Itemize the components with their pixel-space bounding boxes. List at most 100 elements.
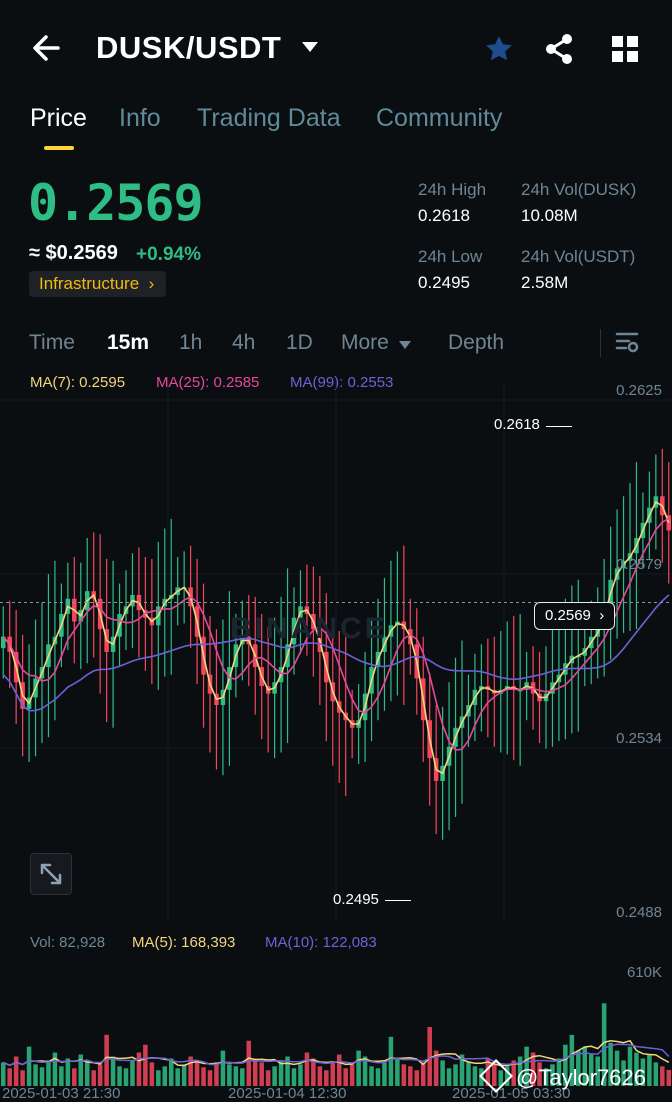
high-marker: 0.2618: [494, 416, 540, 433]
volume-chart[interactable]: [0, 958, 672, 1086]
volume-bar: [627, 1046, 633, 1086]
volume-bar: [576, 1050, 581, 1086]
volume-bar: [104, 1034, 109, 1086]
volume-bar: [485, 1058, 491, 1086]
volume-bar: [375, 1068, 381, 1086]
watermark-text: BINANCE: [230, 612, 388, 645]
volume-bar: [220, 1050, 226, 1086]
volume-bar: [614, 1050, 620, 1086]
vol-label: Vol: 82,928: [30, 934, 106, 951]
volume-bar: [563, 1044, 568, 1086]
fiat-price: ≈ $0.2569: [29, 242, 118, 264]
volume-bar: [188, 1056, 193, 1086]
volume-bar: [388, 1036, 394, 1086]
volume-bar: [601, 1003, 607, 1086]
volume-bar: [660, 1066, 665, 1086]
volume-bar: [291, 1068, 297, 1086]
share-icon[interactable]: [544, 33, 574, 65]
volume-bar: [149, 1062, 155, 1086]
date-label-0: 2025-01-03 21:30: [2, 1085, 121, 1102]
low-value: 0.2495: [418, 273, 470, 292]
chevron-right-icon: ›: [599, 607, 605, 624]
vol-quote-value: 2.58M: [521, 273, 569, 292]
tab-community[interactable]: Community: [376, 104, 503, 132]
volume-bar: [472, 1066, 478, 1086]
volume-bar: [304, 1052, 310, 1086]
sector-tag[interactable]: Infrastructure ›: [29, 271, 167, 297]
timeframe-depth[interactable]: Depth: [448, 331, 505, 354]
timeframe-time[interactable]: Time: [29, 331, 75, 354]
current-price-badge[interactable]: 0.2569 ›: [534, 602, 616, 630]
volume-bar: [0, 1062, 6, 1086]
low-marker-line: [385, 900, 411, 901]
vol-max-label: 610K: [626, 964, 662, 981]
volume-bar: [666, 1069, 672, 1086]
volume-bar: [420, 1062, 426, 1086]
volume-bar: [453, 1064, 458, 1086]
vol-quote-label: 24h Vol(USDT): [521, 247, 636, 266]
volume-bar: [550, 1064, 555, 1086]
volume-bar: [446, 1068, 452, 1086]
volume-bar: [582, 1046, 588, 1086]
volume-bar: [524, 1046, 529, 1086]
timeframe-more[interactable]: More: [341, 331, 389, 354]
volume-bar: [369, 1066, 374, 1086]
vol-ma10-line: [2, 1043, 670, 1067]
volume-bar: [336, 1054, 342, 1086]
timeframe-1h[interactable]: 1h: [179, 331, 203, 354]
volume-bar: [595, 1056, 600, 1086]
volume-bar: [653, 1062, 659, 1086]
volume-bar: [285, 1056, 290, 1086]
price-chart[interactable]: [0, 380, 672, 920]
tab-info[interactable]: Info: [119, 104, 161, 132]
ma25-label: MA(25): 0.2585: [156, 374, 260, 391]
volume-bar: [117, 1066, 122, 1086]
watermark: BINANCE: [230, 612, 388, 646]
volume-bar: [246, 1040, 252, 1086]
volume-bar: [181, 1064, 187, 1086]
volume-bar: [227, 1064, 232, 1086]
timeframe-15m[interactable]: 15m: [107, 331, 150, 354]
volume-bar: [97, 1064, 103, 1086]
volume-bar: [123, 1068, 129, 1086]
volume-bar: [26, 1046, 32, 1086]
volume-bar: [479, 1068, 484, 1086]
expand-icon[interactable]: [30, 853, 72, 895]
volume-bar: [13, 1056, 19, 1086]
caret-down-icon[interactable]: [300, 40, 320, 54]
volume-bar: [59, 1066, 64, 1086]
pair-title[interactable]: DUSK/USDT: [96, 30, 282, 65]
volume-bar: [194, 1060, 200, 1086]
tab-trading-data[interactable]: Trading Data: [197, 104, 341, 132]
arrow-left-icon[interactable]: [28, 30, 64, 66]
volume-bar: [608, 1042, 613, 1086]
low-marker-label: 0.2495: [333, 891, 379, 908]
chart-settings-icon[interactable]: [614, 329, 640, 355]
volume-bar: [427, 1026, 432, 1086]
caret-down-icon[interactable]: [398, 337, 412, 349]
volume-bar: [130, 1060, 135, 1086]
timeframe-4h[interactable]: 4h: [232, 331, 256, 354]
volume-bar: [252, 1058, 258, 1086]
volume-bar: [621, 1060, 626, 1086]
volume-bar: [634, 1052, 639, 1086]
low-marker: 0.2495: [333, 891, 379, 908]
attribution-logo-icon: [479, 1059, 513, 1093]
volume-bar: [433, 1050, 439, 1086]
last-price: 0.2569: [28, 174, 204, 232]
volume-bar: [91, 1070, 96, 1086]
timeframe-1d[interactable]: 1D: [286, 331, 313, 354]
volume-bar: [414, 1070, 420, 1086]
volume-bar: [20, 1070, 25, 1086]
volume-bar: [408, 1066, 413, 1086]
tab-price[interactable]: Price: [30, 104, 87, 132]
star-icon[interactable]: [484, 34, 514, 64]
volume-bar: [52, 1052, 58, 1086]
volume-bar: [517, 1056, 523, 1086]
volume-bar: [324, 1070, 329, 1086]
tab-bar: Price Info Trading Data Community: [0, 100, 672, 160]
volume-bar: [201, 1067, 206, 1086]
volume-bar: [459, 1054, 465, 1086]
grid-icon[interactable]: [612, 36, 638, 62]
volume-bar: [110, 1056, 116, 1086]
